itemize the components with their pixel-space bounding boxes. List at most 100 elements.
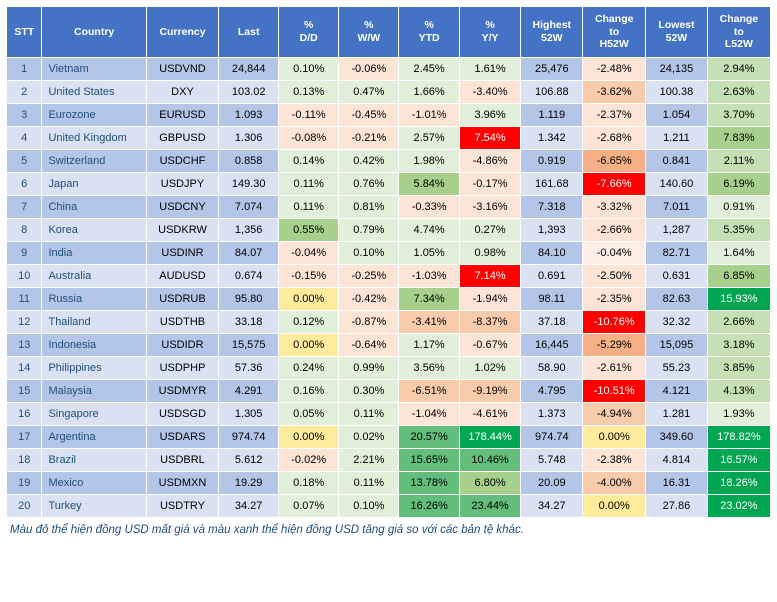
cell-stt: 5 — [7, 149, 42, 172]
cell-ch52w: -2.50% — [583, 264, 646, 287]
cell-country: Malaysia — [42, 379, 146, 402]
cell-stt: 20 — [7, 494, 42, 517]
cell-cl52w: 18.26% — [707, 471, 770, 494]
table-row: 18BrazilUSDBRL5.612-0.02%2.21%15.65%10.4… — [7, 448, 771, 471]
cell-ww: 0.02% — [339, 425, 399, 448]
cell-last: 4.291 — [219, 379, 279, 402]
cell-ch52w: -3.62% — [583, 80, 646, 103]
cell-ww: 0.81% — [339, 195, 399, 218]
cell-dd: -0.15% — [279, 264, 339, 287]
cell-l52w: 15,095 — [646, 333, 708, 356]
cell-stt: 12 — [7, 310, 42, 333]
cell-currency: USDARS — [146, 425, 218, 448]
cell-cl52w: 3.70% — [707, 103, 770, 126]
table-row: 6JapanUSDJPY149.300.11%0.76%5.84%-0.17%1… — [7, 172, 771, 195]
cell-currency: USDBRL — [146, 448, 218, 471]
cell-l52w: 1,287 — [646, 218, 708, 241]
cell-currency: USDTRY — [146, 494, 218, 517]
cell-last: 1,356 — [219, 218, 279, 241]
cell-currency: USDSGD — [146, 402, 218, 425]
cell-dd: 0.10% — [279, 57, 339, 80]
table-row: 3EurozoneEURUSD1.093-0.11%-0.45%-1.01%3.… — [7, 103, 771, 126]
cell-last: 1.305 — [219, 402, 279, 425]
cell-l52w: 27.86 — [646, 494, 708, 517]
cell-currency: USDCHF — [146, 149, 218, 172]
cell-stt: 8 — [7, 218, 42, 241]
cell-l52w: 0.631 — [646, 264, 708, 287]
cell-h52w: 4.795 — [521, 379, 583, 402]
cell-cl52w: 6.19% — [707, 172, 770, 195]
cell-dd: 0.55% — [279, 218, 339, 241]
cell-ww: -0.87% — [339, 310, 399, 333]
cell-ch52w: -2.68% — [583, 126, 646, 149]
cell-cl52w: 3.85% — [707, 356, 770, 379]
cell-country: United States — [42, 80, 146, 103]
cell-last: 24,844 — [219, 57, 279, 80]
col-ytd: %YTD — [399, 7, 459, 58]
cell-h52w: 0.691 — [521, 264, 583, 287]
cell-cl52w: 15.93% — [707, 287, 770, 310]
cell-currency: USDJPY — [146, 172, 218, 195]
cell-stt: 18 — [7, 448, 42, 471]
cell-stt: 15 — [7, 379, 42, 402]
cell-country: Switzerland — [42, 149, 146, 172]
col-h52w: Highest52W — [521, 7, 583, 58]
cell-yy: -0.17% — [459, 172, 520, 195]
table-row: 7ChinaUSDCNY7.0740.11%0.81%-0.33%-3.16%7… — [7, 195, 771, 218]
cell-country: Korea — [42, 218, 146, 241]
cell-cl52w: 0.91% — [707, 195, 770, 218]
cell-yy: -3.16% — [459, 195, 520, 218]
cell-cl52w: 23.02% — [707, 494, 770, 517]
cell-h52w: 161.68 — [521, 172, 583, 195]
cell-ch52w: -5.29% — [583, 333, 646, 356]
cell-ytd: 15.65% — [399, 448, 459, 471]
cell-stt: 2 — [7, 80, 42, 103]
cell-last: 95.80 — [219, 287, 279, 310]
cell-stt: 19 — [7, 471, 42, 494]
cell-dd: 0.24% — [279, 356, 339, 379]
cell-h52w: 1.342 — [521, 126, 583, 149]
cell-ytd: 5.84% — [399, 172, 459, 195]
cell-yy: -9.19% — [459, 379, 520, 402]
table-row: 13IndonesiaUSDIDR15,5750.00%-0.64%1.17%-… — [7, 333, 771, 356]
cell-country: India — [42, 241, 146, 264]
cell-dd: 0.14% — [279, 149, 339, 172]
cell-ch52w: -2.37% — [583, 103, 646, 126]
cell-ch52w: -2.35% — [583, 287, 646, 310]
cell-ww: 0.42% — [339, 149, 399, 172]
cell-yy: 10.46% — [459, 448, 520, 471]
cell-cl52w: 2.94% — [707, 57, 770, 80]
cell-currency: DXY — [146, 80, 218, 103]
cell-ytd: 1.05% — [399, 241, 459, 264]
cell-ytd: 2.45% — [399, 57, 459, 80]
cell-ytd: 7.34% — [399, 287, 459, 310]
col-last: Last — [219, 7, 279, 58]
cell-l52w: 0.841 — [646, 149, 708, 172]
cell-cl52w: 1.93% — [707, 402, 770, 425]
col-l52w: Lowest52W — [646, 7, 708, 58]
cell-yy: -4.61% — [459, 402, 520, 425]
cell-ch52w: -10.76% — [583, 310, 646, 333]
cell-ytd: 20.57% — [399, 425, 459, 448]
table-row: 2United StatesDXY103.020.13%0.47%1.66%-3… — [7, 80, 771, 103]
cell-dd: -0.08% — [279, 126, 339, 149]
col-dd: %D/D — [279, 7, 339, 58]
cell-cl52w: 6.85% — [707, 264, 770, 287]
cell-last: 103.02 — [219, 80, 279, 103]
cell-dd: 0.18% — [279, 471, 339, 494]
cell-l52w: 4.121 — [646, 379, 708, 402]
col-stt: STT — [7, 7, 42, 58]
cell-ch52w: -2.61% — [583, 356, 646, 379]
cell-yy: 6.80% — [459, 471, 520, 494]
cell-country: Argentina — [42, 425, 146, 448]
cell-yy: 178.44% — [459, 425, 520, 448]
cell-cl52w: 7.83% — [707, 126, 770, 149]
col-yy: %Y/Y — [459, 7, 520, 58]
cell-currency: AUDUSD — [146, 264, 218, 287]
cell-dd: -0.04% — [279, 241, 339, 264]
cell-currency: USDMYR — [146, 379, 218, 402]
cell-ww: 0.47% — [339, 80, 399, 103]
cell-yy: -4.86% — [459, 149, 520, 172]
cell-ch52w: -2.38% — [583, 448, 646, 471]
cell-dd: 0.11% — [279, 172, 339, 195]
